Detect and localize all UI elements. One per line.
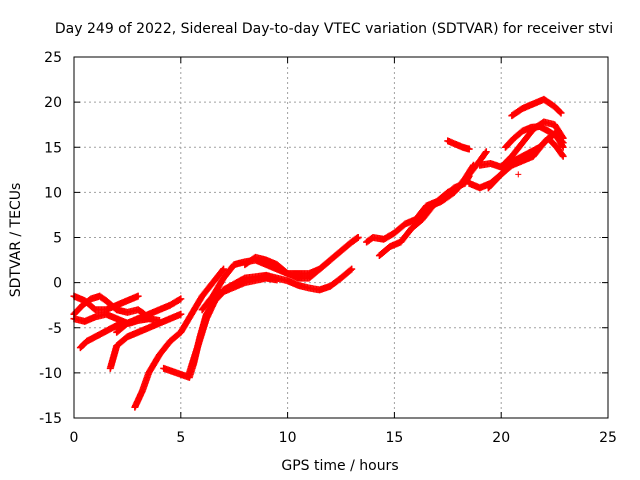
data-point	[465, 145, 473, 153]
data-point	[134, 292, 142, 300]
data-point	[557, 109, 565, 117]
data-point	[220, 265, 228, 273]
grid	[74, 57, 608, 418]
data-point	[559, 143, 567, 151]
y-tick-label: 25	[44, 50, 62, 66]
data-point	[353, 234, 361, 242]
data-point	[482, 148, 490, 156]
y-tick-label: -5	[48, 321, 62, 337]
data-point	[559, 152, 567, 160]
x-tick-label: 0	[70, 430, 79, 446]
chart-title: Day 249 of 2022, Sidereal Day-to-day VTE…	[55, 21, 613, 37]
data-point	[177, 295, 185, 303]
x-tick-label: 5	[176, 430, 185, 446]
y-tick-label: -15	[39, 411, 62, 427]
y-axis-label: SDTVAR / TECUs	[8, 183, 24, 298]
plot-frame	[73, 56, 609, 419]
y-tick-label: 10	[44, 185, 62, 201]
y-tick-label: 15	[44, 140, 62, 156]
data-point	[558, 151, 566, 159]
y-tick-label: 5	[53, 231, 62, 247]
data-point	[354, 234, 362, 241]
data-points	[70, 95, 567, 411]
data-point	[346, 266, 354, 274]
data-point	[515, 171, 522, 178]
data-point	[348, 265, 356, 273]
x-tick-label: 25	[599, 430, 617, 446]
y-tick-label: 20	[44, 95, 62, 111]
x-tick-label: 10	[279, 430, 297, 446]
data-point	[558, 142, 566, 150]
data-point	[481, 149, 489, 157]
data-point	[177, 310, 185, 318]
axes: 0 5 10 15 20 25 -15 -10 -5 0 5 10 15 20 25	[39, 50, 617, 446]
x-tick-label: 15	[385, 430, 403, 446]
data-point	[469, 161, 477, 169]
x-axis-label: GPS time / hours	[281, 458, 398, 474]
y-tick-label: -10	[39, 366, 62, 382]
data-point	[556, 108, 564, 116]
y-tick-label: 0	[53, 276, 62, 292]
x-tick-label: 20	[492, 430, 510, 446]
data-point	[219, 266, 227, 274]
